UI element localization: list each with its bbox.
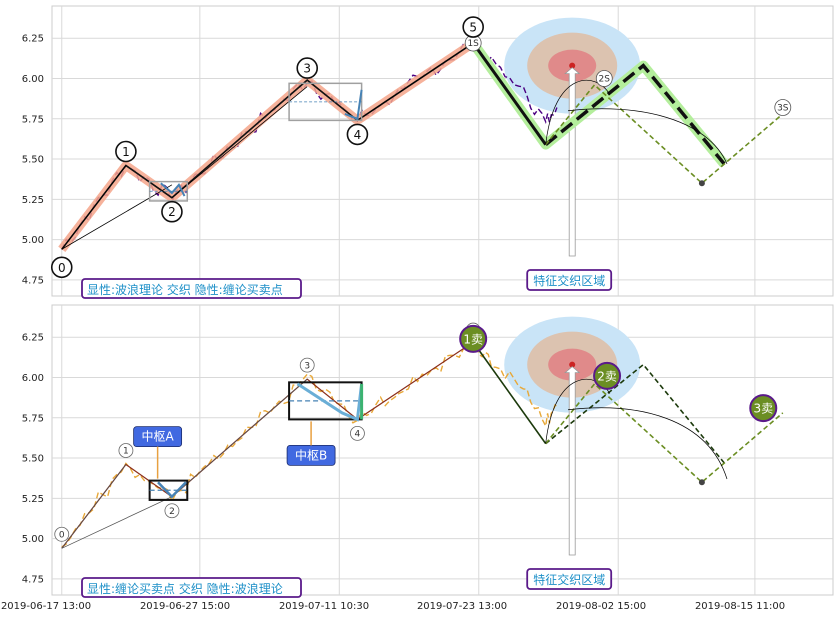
bottom-panel: 6.25 6.00 5.75 5.50 5.25 5.00 4.75 中枢A 中枢B 0 1 2 3 4 1…	[22, 304, 834, 598]
sell-mark-label: 1S	[467, 39, 479, 49]
zone-label-box	[526, 269, 613, 291]
y-tick-label: 6.00	[22, 373, 44, 384]
forecast-line	[472, 341, 547, 445]
y-tick-label: 4.75	[22, 275, 44, 286]
wave-marker-label: 3	[304, 361, 310, 371]
zone-center-dot	[569, 361, 576, 368]
wave-marker	[346, 123, 369, 146]
channel-line	[171, 86, 308, 199]
zone-center-dot	[569, 62, 576, 69]
channel-line	[61, 184, 173, 250]
center-stroke	[344, 89, 363, 121]
sell-mark	[774, 99, 792, 116]
wave-marker	[350, 425, 365, 441]
zone-arrow	[564, 67, 581, 257]
panel-caption-box	[81, 577, 302, 598]
plot-area	[51, 5, 834, 297]
plot-area	[51, 304, 834, 596]
x-tick-label: 2019-06-17 13:00	[1, 601, 91, 612]
target-dot	[698, 180, 705, 187]
wave-marker-label: 5	[469, 21, 477, 35]
wave-marker	[50, 256, 73, 279]
center-stroke	[157, 481, 187, 499]
y-tick-label: 5.50	[22, 454, 44, 465]
panel-caption: 显性:波浪理论 交织 隐性:缠论买卖点	[87, 282, 283, 297]
center-label: 中枢A	[142, 429, 175, 444]
wave-marker-label: 2	[169, 507, 175, 517]
y-tick-label: 5.00	[22, 235, 44, 246]
sell-point-label: 1卖	[463, 332, 483, 346]
zone-label: 特征交织区域	[533, 273, 605, 288]
forecast-alt	[545, 382, 784, 484]
wave-marker	[54, 526, 70, 542]
wave-marker-label: 3	[303, 62, 311, 76]
arc	[567, 407, 728, 480]
center-stroke	[296, 382, 364, 422]
panel-caption: 显性:缠论买卖点 交织 隐性:波浪理论	[87, 581, 283, 596]
x-tick-label: 2019-07-11 10:30	[279, 601, 369, 612]
top-panel: 6.25 6.00 5.75 5.50 5.25 5.00 4.75 1S 2S 3S 0 1 2 3 4 5…	[22, 5, 834, 299]
wave-marker-label: 4	[355, 430, 361, 440]
y-tick-label: 6.25	[22, 333, 44, 344]
y-tick-label: 5.25	[22, 494, 44, 505]
x-axis: 2019-06-17 13:00 2019-06-27 15:00 2019-07-…	[1, 601, 785, 612]
sell-mark	[595, 70, 613, 87]
wave-marker-label: 0	[59, 530, 65, 540]
wave-marker-label: 1	[123, 447, 129, 457]
wave-marker-label: 1	[122, 145, 130, 159]
x-tick-label: 2019-07-23 13:00	[417, 601, 507, 612]
target-dot	[698, 479, 705, 486]
y-tick-label: 5.25	[22, 195, 44, 206]
wave-marker-label: 2	[168, 205, 176, 219]
channel-line	[61, 165, 127, 250]
y-tick-label: 6.25	[22, 34, 44, 45]
zone-arrow	[564, 366, 581, 556]
forecast-line	[545, 363, 725, 464]
y-tick-label: 4.75	[22, 574, 44, 585]
sell-point	[593, 361, 622, 390]
wave-marker	[164, 503, 180, 519]
arc	[545, 79, 611, 145]
forecast-alt	[545, 83, 784, 185]
sell-point	[749, 394, 778, 423]
wave-marker	[296, 57, 319, 79]
panel-caption-box	[81, 278, 302, 299]
forecast-line	[471, 42, 547, 146]
center-stroke	[160, 182, 186, 197]
wave-marker-label: 4	[354, 128, 362, 142]
x-tick-label: 2019-08-02 15:00	[556, 601, 646, 612]
sell-mark-label: 3S	[777, 104, 789, 114]
y-tick-label: 5.75	[22, 114, 44, 125]
wave-marker	[161, 200, 183, 223]
wave-marker-label: 0	[58, 261, 66, 275]
y-tick-label: 5.00	[22, 534, 44, 545]
wave-marker	[462, 16, 484, 38]
sell-mark-label: 2S	[599, 75, 611, 85]
sell-point-label: 2卖	[597, 369, 617, 383]
sell-point	[459, 324, 488, 353]
channel-line	[357, 42, 474, 121]
channel-line	[61, 464, 127, 549]
sell-point-label: 3卖	[753, 402, 773, 416]
wave-marker	[118, 443, 134, 458]
zone-label-box	[526, 568, 613, 590]
x-tick-label: 2019-08-15 11:00	[695, 601, 785, 612]
x-tick-label: 2019-06-27 15:00	[140, 601, 230, 612]
zone-label: 特征交织区域	[533, 572, 605, 587]
arc	[567, 108, 728, 165]
center-label: 中枢B	[295, 447, 327, 462]
wave-marker	[115, 140, 137, 163]
y-tick-label: 6.00	[22, 74, 44, 85]
y-tick-label: 5.75	[22, 413, 44, 424]
y-tick-label: 5.50	[22, 155, 44, 166]
wave-marker	[299, 357, 315, 373]
